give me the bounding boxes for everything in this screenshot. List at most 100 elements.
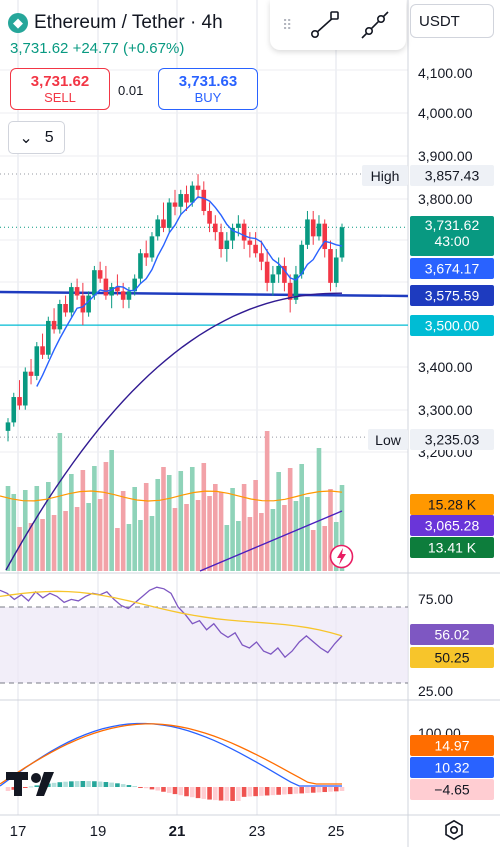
rsi-band <box>0 607 408 683</box>
volume-bar-6 <box>40 519 45 571</box>
candle-body-5 <box>34 346 40 376</box>
macd-hist-17 <box>103 782 109 787</box>
macd-hist-29 <box>172 787 178 795</box>
volume-bar-32 <box>189 467 195 571</box>
rsi-tick-75: 75.00 <box>418 591 453 607</box>
ethereum-icon: ◆ <box>8 13 28 33</box>
candle-body-31 <box>184 194 189 203</box>
volume-bar-5 <box>34 486 40 571</box>
price-tick-extra: 4,000.00 <box>418 105 473 121</box>
rsi-tick-25: 25.00 <box>418 683 453 699</box>
trend-line-icon[interactable] <box>309 9 341 41</box>
drag-handle-icon[interactable]: ⠿ <box>282 16 292 33</box>
volume-bar-7 <box>46 482 51 571</box>
volume-bar-24 <box>143 483 149 571</box>
volume-bar-51 <box>299 464 304 571</box>
candle-body-36 <box>213 223 218 233</box>
macd-hist-1 <box>11 787 17 790</box>
obv-line <box>199 510 343 572</box>
rsi-ma-line <box>0 590 343 637</box>
volume-bar-38 <box>224 525 230 571</box>
volume-bar-43 <box>253 480 258 571</box>
indicator-collapse-button[interactable]: ⌄ 5 <box>8 121 65 154</box>
volume-bar-18 <box>109 450 114 571</box>
candle-body-58 <box>339 227 345 258</box>
macd-hist-48 <box>282 787 287 795</box>
volume-bar-1 <box>11 494 17 571</box>
flash-icon[interactable] <box>329 544 354 569</box>
high-price-label-bg <box>410 165 494 186</box>
indicator-lines <box>0 196 343 572</box>
price-tick-4: 3,300.00 <box>418 402 473 418</box>
currency-selector[interactable]: USDT <box>410 4 494 38</box>
volume-bar-58 <box>339 485 345 571</box>
candle-body-25 <box>149 236 155 258</box>
gear-icon[interactable] <box>443 819 465 841</box>
macd-hist-51 <box>299 787 304 794</box>
candle-body-43 <box>253 244 258 254</box>
tradingview-logo-icon <box>6 772 54 796</box>
macd-hist-35 <box>207 787 212 800</box>
hist-label-bg <box>410 779 494 800</box>
rsi-ma-label-bg <box>410 647 494 668</box>
macd-hist-28 <box>166 787 172 793</box>
candle-body-41 <box>241 223 247 241</box>
candle-body-53 <box>310 219 316 237</box>
symbol-header[interactable]: ◆ Ethereum / Tether · 4h <box>8 8 223 38</box>
volume-bar-52 <box>305 497 310 571</box>
time-axis[interactable]: 17 19 21 23 25 <box>10 823 345 840</box>
macd-hist-32 <box>189 787 195 798</box>
chevron-down-icon: ⌄ <box>19 129 33 147</box>
volume-bar-9 <box>57 433 63 571</box>
candle-body-4 <box>28 371 34 376</box>
candle-body-24 <box>143 253 149 258</box>
volume-bar-28 <box>166 475 172 571</box>
time-tick-4: 25 <box>328 823 345 840</box>
volume-bar-13 <box>80 470 86 571</box>
sell-button[interactable]: 3,731.62 SELL <box>10 68 110 110</box>
buy-label: BUY <box>194 90 222 105</box>
macd-hist-14 <box>86 781 91 787</box>
volume-bar-49 <box>287 468 293 571</box>
vol-label-bg <box>410 537 494 558</box>
low-tag-bg <box>368 429 408 450</box>
low-price-label: 3,235.03 <box>425 432 480 448</box>
macd-hist-5 <box>34 785 40 787</box>
volume-bar-30 <box>178 471 184 571</box>
macd-hist-43 <box>253 787 258 797</box>
macd-hist-22 <box>132 786 137 788</box>
candle-body-28 <box>166 202 172 228</box>
ray-line-icon[interactable] <box>359 9 391 41</box>
candle-body-46 <box>270 274 276 283</box>
signal-line <box>0 723 342 785</box>
spread-value: 0.01 <box>118 83 144 98</box>
candle-body-16 <box>97 270 103 279</box>
macd-hist-8 <box>51 782 57 787</box>
candle-body-33 <box>195 185 201 190</box>
candle-body-14 <box>86 295 91 313</box>
candle-body-12 <box>74 287 80 296</box>
volume-bar-34 <box>201 463 207 571</box>
macd-hist-41 <box>241 787 247 797</box>
macd-hist-52 <box>305 787 310 794</box>
volume-bar-40 <box>236 521 241 571</box>
candle-body-44 <box>259 253 264 262</box>
buy-price: 3,731.63 <box>178 73 238 90</box>
candle-body-56 <box>328 249 333 283</box>
drawing-toolbar: ⠿ <box>270 0 406 50</box>
macd-hist-56 <box>328 787 333 792</box>
volume-bar-33 <box>195 500 201 571</box>
price-axis[interactable]: 4,100.00 3,900.00 3,800.00 3,400.00 3,300.00… <box>362 65 494 800</box>
obv-label: 3,065.28 <box>425 518 480 534</box>
candle-body-26 <box>155 219 161 237</box>
volume-bar-25 <box>149 516 155 571</box>
macd-hist-44 <box>259 787 264 796</box>
macd-hist-19 <box>115 783 120 787</box>
volume-bar-11 <box>69 474 74 571</box>
buy-button[interactable]: 3,731.63 BUY <box>158 68 258 110</box>
high-tag-bg <box>362 165 408 186</box>
macd-hist-58 <box>339 787 345 791</box>
ma-slow-line <box>5 292 343 571</box>
macd-hist-12 <box>74 781 80 787</box>
